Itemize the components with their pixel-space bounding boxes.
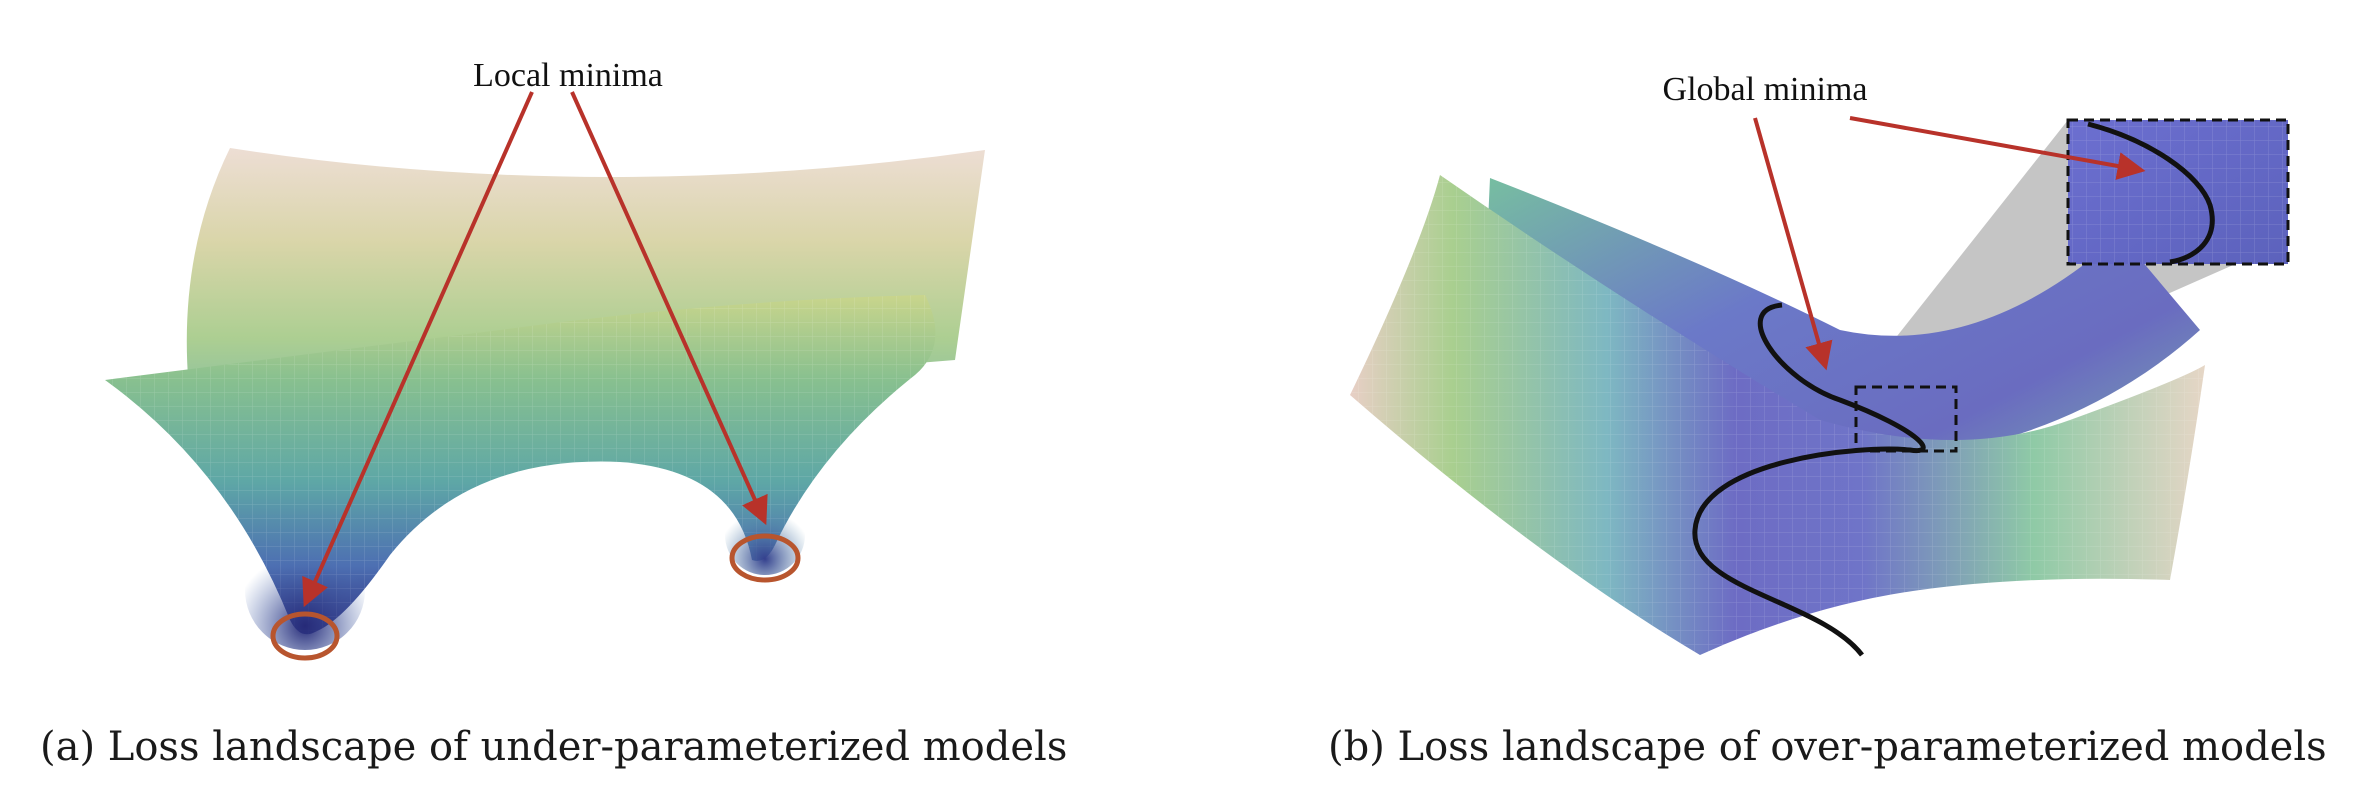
arrow-to-curve (1753, 117, 1833, 371)
local-minimum-marker-left (270, 611, 340, 661)
arrow-to-inset (1849, 116, 2146, 180)
local-minima-label: Local minima (473, 57, 663, 94)
surface-mesh (1350, 175, 2205, 655)
local-minimum-marker-right (729, 533, 801, 583)
zoom-region-box (1854, 385, 1958, 453)
inset-curve (2087, 121, 2215, 265)
arrow-to-left-minimum (302, 91, 534, 608)
global-minima-label: Global minima (1663, 71, 1868, 108)
zoom-inset (2066, 118, 2290, 266)
arrow-to-right-minimum (570, 91, 768, 526)
well-left (245, 530, 365, 650)
panel-a: Local minima (105, 57, 986, 661)
caption-b: (b) Loss landscape of over-parameterized… (1328, 724, 2327, 770)
global-minima-curve (1692, 302, 1926, 657)
panel-b: Global minima (1350, 71, 2290, 657)
caption-a: (a) Loss landscape of under-parameterize… (40, 724, 1068, 770)
